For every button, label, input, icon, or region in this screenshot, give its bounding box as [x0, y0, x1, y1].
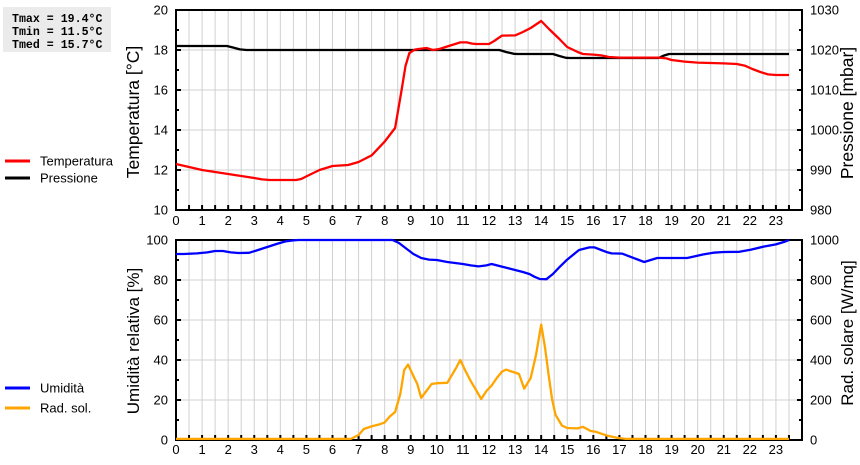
svg-text:3: 3 — [251, 442, 258, 457]
svg-text:21: 21 — [717, 213, 731, 228]
svg-text:16: 16 — [586, 442, 600, 457]
svg-text:21: 21 — [717, 442, 731, 457]
svg-text:9: 9 — [407, 213, 414, 228]
svg-text:2: 2 — [225, 213, 232, 228]
svg-text:20: 20 — [154, 3, 168, 18]
svg-text:14: 14 — [534, 213, 548, 228]
svg-text:0: 0 — [172, 442, 179, 457]
svg-text:15: 15 — [560, 213, 574, 228]
svg-text:10: 10 — [154, 203, 168, 218]
svg-text:13: 13 — [508, 442, 522, 457]
svg-text:18: 18 — [638, 442, 652, 457]
svg-text:4: 4 — [277, 442, 284, 457]
svg-text:16: 16 — [586, 213, 600, 228]
svg-text:11: 11 — [456, 442, 470, 457]
svg-text:1000: 1000 — [810, 123, 839, 138]
svg-text:19: 19 — [664, 213, 678, 228]
svg-text:12: 12 — [482, 442, 496, 457]
svg-text:Temperatura: Temperatura — [40, 154, 114, 169]
svg-text:990: 990 — [810, 163, 832, 178]
svg-text:15: 15 — [560, 442, 574, 457]
svg-text:980: 980 — [810, 203, 832, 218]
svg-text:22: 22 — [743, 213, 757, 228]
svg-text:1010: 1010 — [810, 83, 839, 98]
svg-text:Tmax = 19.4°C: Tmax = 19.4°C — [12, 13, 102, 26]
svg-text:16: 16 — [154, 83, 168, 98]
svg-text:1: 1 — [198, 213, 205, 228]
svg-text:8: 8 — [381, 442, 388, 457]
svg-text:22: 22 — [743, 442, 757, 457]
svg-text:18: 18 — [638, 213, 652, 228]
svg-text:Pressione [mbar]: Pressione [mbar] — [837, 47, 857, 179]
svg-text:80: 80 — [154, 273, 168, 288]
svg-text:100: 100 — [146, 233, 168, 248]
svg-text:18: 18 — [154, 43, 168, 58]
svg-text:23: 23 — [769, 442, 783, 457]
svg-text:60: 60 — [154, 313, 168, 328]
svg-text:20: 20 — [690, 442, 704, 457]
svg-text:5: 5 — [303, 442, 310, 457]
svg-text:1000: 1000 — [810, 233, 839, 248]
svg-text:12: 12 — [154, 163, 168, 178]
svg-text:400: 400 — [810, 353, 832, 368]
svg-text:13: 13 — [508, 213, 522, 228]
svg-text:0: 0 — [810, 433, 817, 448]
svg-text:17: 17 — [612, 442, 626, 457]
svg-text:7: 7 — [355, 442, 362, 457]
svg-text:Pressione: Pressione — [40, 171, 98, 186]
svg-text:6: 6 — [329, 442, 336, 457]
svg-text:17: 17 — [612, 213, 626, 228]
svg-text:19: 19 — [664, 442, 678, 457]
svg-text:200: 200 — [810, 393, 832, 408]
svg-text:3: 3 — [251, 213, 258, 228]
svg-text:20: 20 — [154, 393, 168, 408]
svg-text:600: 600 — [810, 313, 832, 328]
svg-text:23: 23 — [769, 213, 783, 228]
svg-text:Rad. solare [W/mq]: Rad. solare [W/mq] — [838, 260, 857, 406]
svg-text:Umidità: Umidità — [40, 381, 85, 396]
svg-text:6: 6 — [329, 213, 336, 228]
svg-text:20: 20 — [690, 213, 704, 228]
svg-text:Rad. sol.: Rad. sol. — [40, 401, 91, 416]
svg-text:10: 10 — [430, 213, 444, 228]
svg-text:8: 8 — [381, 213, 388, 228]
svg-text:14: 14 — [534, 442, 548, 457]
svg-text:7: 7 — [355, 213, 362, 228]
svg-text:1030: 1030 — [810, 3, 839, 18]
svg-text:Tmin = 11.5°C: Tmin = 11.5°C — [12, 26, 102, 39]
svg-text:Tmed = 15.7°C: Tmed = 15.7°C — [12, 39, 102, 52]
svg-text:12: 12 — [482, 213, 496, 228]
svg-text:0: 0 — [172, 213, 179, 228]
svg-text:10: 10 — [430, 442, 444, 457]
svg-text:4: 4 — [277, 213, 284, 228]
svg-text:2: 2 — [225, 442, 232, 457]
svg-text:0: 0 — [161, 433, 168, 448]
svg-text:Umidità relativa [%]: Umidità relativa [%] — [124, 268, 143, 414]
svg-text:800: 800 — [810, 273, 832, 288]
svg-text:14: 14 — [154, 123, 168, 138]
svg-text:11: 11 — [456, 213, 470, 228]
svg-text:1020: 1020 — [810, 43, 839, 58]
svg-text:1: 1 — [198, 442, 205, 457]
svg-text:9: 9 — [407, 442, 414, 457]
svg-text:Temperatura [°C]: Temperatura [°C] — [123, 46, 143, 178]
svg-text:5: 5 — [303, 213, 310, 228]
svg-text:40: 40 — [154, 353, 168, 368]
